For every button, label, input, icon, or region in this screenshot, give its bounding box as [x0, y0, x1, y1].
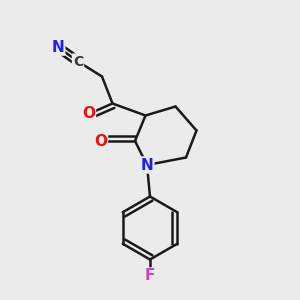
Text: O: O: [82, 106, 95, 122]
Text: N: N: [52, 40, 64, 55]
Text: O: O: [94, 134, 107, 148]
Text: N: N: [141, 158, 153, 172]
Text: C: C: [73, 55, 83, 68]
Text: F: F: [145, 268, 155, 284]
